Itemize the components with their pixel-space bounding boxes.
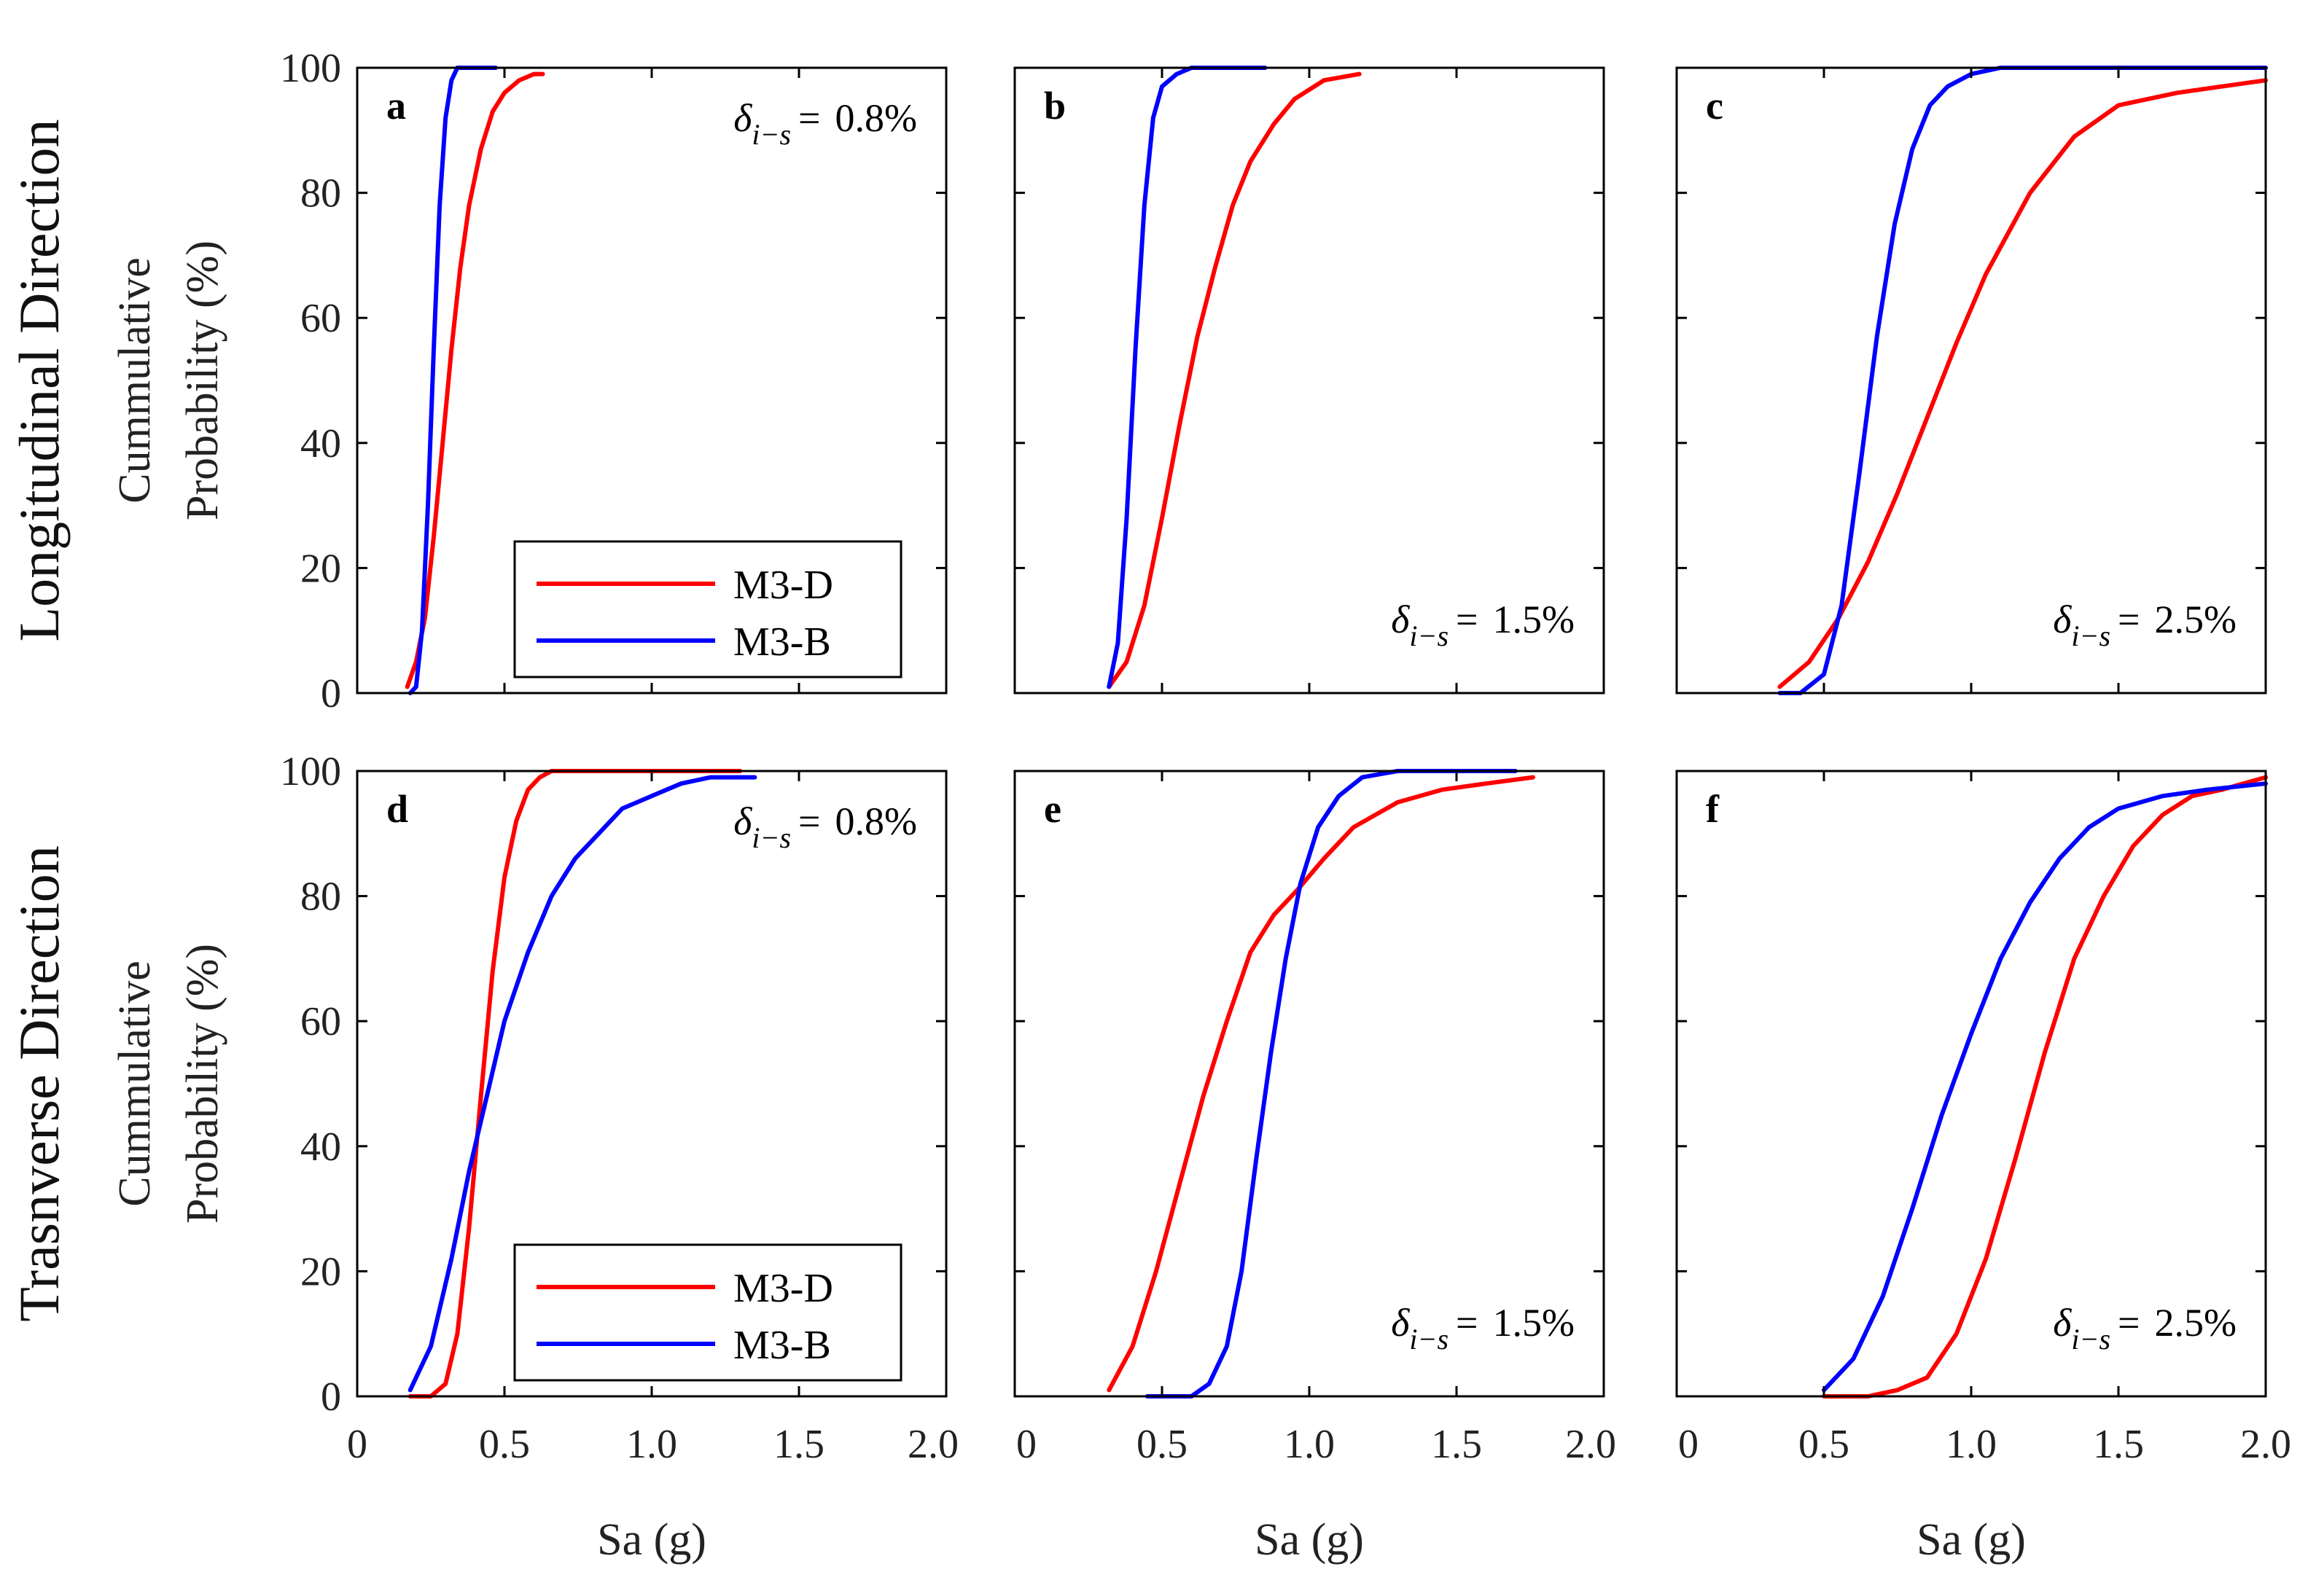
series-line-a-m3-d bbox=[405, 71, 545, 689]
x-axis-label-col-a: Sa (g) bbox=[597, 1515, 706, 1565]
y-tick-label-d: 80 bbox=[300, 875, 341, 920]
legend-d bbox=[513, 1243, 902, 1382]
drift-annotation-c: δi−s = 2.5% bbox=[2053, 598, 2237, 652]
x-tick-label-d: 2.0 bbox=[908, 1422, 959, 1467]
panel-letter-b: b bbox=[1044, 84, 1066, 128]
series-line-f-m3-d bbox=[1822, 775, 2268, 1399]
x-tick-label-f: 0.5 bbox=[1798, 1422, 1849, 1467]
drift-annotation-b: δi−s = 1.5% bbox=[1391, 598, 1575, 652]
x-tick-label-f: 1.0 bbox=[1946, 1422, 1997, 1467]
y-tick-label-d: 20 bbox=[300, 1249, 341, 1294]
series-line-d-m3-b bbox=[408, 775, 757, 1393]
series-line-a-m3-b bbox=[408, 66, 498, 695]
x-tick-label-f: 2.0 bbox=[2240, 1422, 2291, 1467]
y-axis-label-top-line2: Probability (%) bbox=[178, 240, 227, 520]
drift-annotation-a: δi−s = 0.8% bbox=[733, 96, 917, 151]
x-tick-label-f: 0 bbox=[1678, 1422, 1699, 1467]
series-line-f-m3-b bbox=[1822, 781, 2268, 1393]
series-line-b-m3-d bbox=[1107, 71, 1362, 689]
y-tick-label-d: 40 bbox=[300, 1124, 341, 1170]
panel-e: 0 0.5 1.0 1.5 2.0 e δi−s = 1.5% bbox=[1013, 769, 1616, 1467]
row-label-transverse: Trasnverse Direction bbox=[7, 845, 71, 1321]
x-axis-label-col-c: Sa (g) bbox=[1917, 1515, 2026, 1565]
row-label-longitudinal: Longitudinal Direction bbox=[7, 119, 71, 641]
legend-label-m3-b: M3-B bbox=[733, 619, 831, 665]
panels: 0 20 40 60 80 100 a δi−s = 0.8% M3-D M3-B b δi−s = 1.5%… bbox=[280, 46, 2291, 1467]
panel-d: 0 0.5 1.0 1.5 2.0 0 20 40 60 80 100 d δi−s = 0.8% M3-D M… bbox=[280, 749, 959, 1467]
panel-letter-a: a bbox=[386, 84, 406, 128]
y-tick-label-a: 0 bbox=[321, 671, 341, 716]
x-tick-label-d: 1.0 bbox=[626, 1422, 677, 1467]
x-tick-label-d: 1.5 bbox=[773, 1422, 824, 1467]
panel-letter-c: c bbox=[1706, 84, 1723, 128]
y-tick-label-d: 0 bbox=[321, 1374, 341, 1420]
y-tick-label-a: 40 bbox=[300, 421, 341, 466]
x-tick-label-e: 1.0 bbox=[1284, 1422, 1335, 1467]
y-axis-label-bottom-line2: Probability (%) bbox=[178, 944, 227, 1224]
x-tick-label-e: 0 bbox=[1016, 1422, 1037, 1467]
panel-letter-f: f bbox=[1706, 787, 1720, 831]
series-line-e-m3-d bbox=[1107, 775, 1535, 1393]
panel-a: 0 20 40 60 80 100 a δi−s = 0.8% M3-D M3-B bbox=[280, 46, 948, 716]
y-tick-label-a: 80 bbox=[300, 171, 341, 216]
series-line-c-m3-d bbox=[1777, 78, 2268, 689]
series-line-e-m3-b bbox=[1145, 769, 1518, 1399]
legend-label-m3-d: M3-D bbox=[733, 1266, 833, 1311]
x-tick-label-e: 2.0 bbox=[1565, 1422, 1616, 1467]
legend-label-m3-b: M3-B bbox=[733, 1323, 831, 1368]
x-tick-label-d: 0 bbox=[347, 1422, 367, 1467]
panel-f: 0 0.5 1.0 1.5 2.0 f δi−s = 2.5% bbox=[1675, 770, 2291, 1467]
panel-letter-d: d bbox=[386, 787, 408, 831]
legend-a bbox=[513, 540, 902, 678]
panel-c: c δi−s = 2.5% bbox=[1675, 66, 2268, 695]
y-tick-label-d: 100 bbox=[280, 749, 341, 794]
y-axis-label-top-line1: Cummulative bbox=[110, 257, 160, 504]
legend-label-m3-d: M3-D bbox=[733, 563, 833, 608]
y-tick-label-a: 60 bbox=[300, 296, 341, 341]
x-axis-label-col-b: Sa (g) bbox=[1255, 1515, 1364, 1565]
drift-annotation-f: δi−s = 2.5% bbox=[2053, 1301, 2237, 1356]
x-tick-label-d: 0.5 bbox=[479, 1422, 530, 1467]
drift-annotation-e: δi−s = 1.5% bbox=[1391, 1301, 1575, 1356]
x-tick-label-e: 0.5 bbox=[1136, 1422, 1188, 1467]
panel-b: b δi−s = 1.5% bbox=[1013, 66, 1605, 695]
x-tick-label-e: 1.5 bbox=[1431, 1422, 1482, 1467]
y-tick-label-d: 60 bbox=[300, 999, 341, 1044]
y-axis-label-bottom-line1: Cummulative bbox=[110, 961, 160, 1207]
drift-annotation-d: δi−s = 0.8% bbox=[733, 799, 917, 854]
y-tick-label-a: 100 bbox=[280, 46, 341, 91]
y-tick-label-a: 20 bbox=[300, 546, 341, 591]
x-tick-label-f: 1.5 bbox=[2093, 1422, 2144, 1467]
panel-letter-e: e bbox=[1044, 787, 1061, 831]
